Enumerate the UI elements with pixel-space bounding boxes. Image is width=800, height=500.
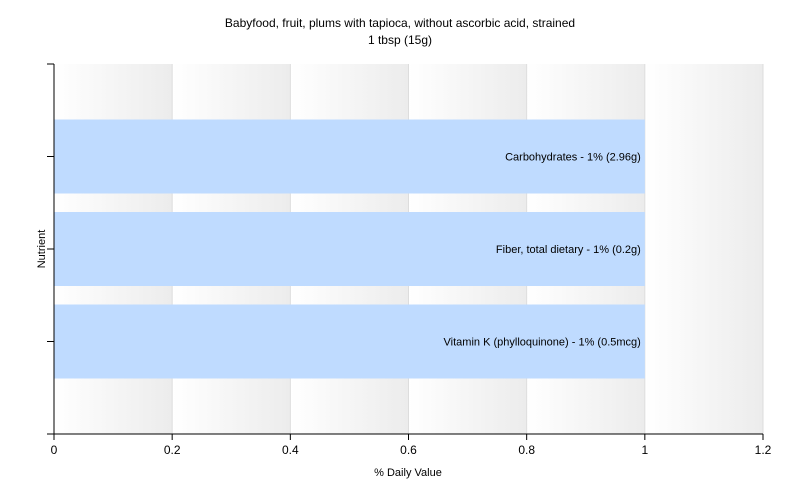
x-axis-label: % Daily Value [374,467,442,479]
data-label: Fiber, total dietary - 1% (0.2g) [496,244,641,256]
x-tick-label: 1 [641,443,648,457]
axes: 0 0.2 0.4 0.6 0.8 1 1.2 [47,63,772,457]
chart-title: Babyfood, fruit, plums with tapioca, wit… [225,16,575,30]
data-label: Carbohydrates - 1% (2.96g) [505,152,641,164]
x-tick-label: 0.6 [400,443,417,457]
bar [54,119,645,194]
x-tick-label: 0.2 [164,443,181,457]
bar [54,212,645,286]
plot-band [644,64,763,434]
bar [54,304,645,379]
data-label: Vitamin K (phylloquinone) - 1% (0.5mcg) [444,337,641,349]
y-axis-label: Nutrient [36,230,48,269]
bars: Carbohydrates - 1% (2.96g) Fiber, total d… [54,119,645,379]
x-tick-label: 0.4 [282,443,299,457]
x-tick-label: 0 [51,443,58,457]
chart-subtitle: 1 tbsp (15g) [368,33,432,47]
x-tick-label: 0.8 [518,443,535,457]
x-tick-label: 1.2 [755,443,772,457]
